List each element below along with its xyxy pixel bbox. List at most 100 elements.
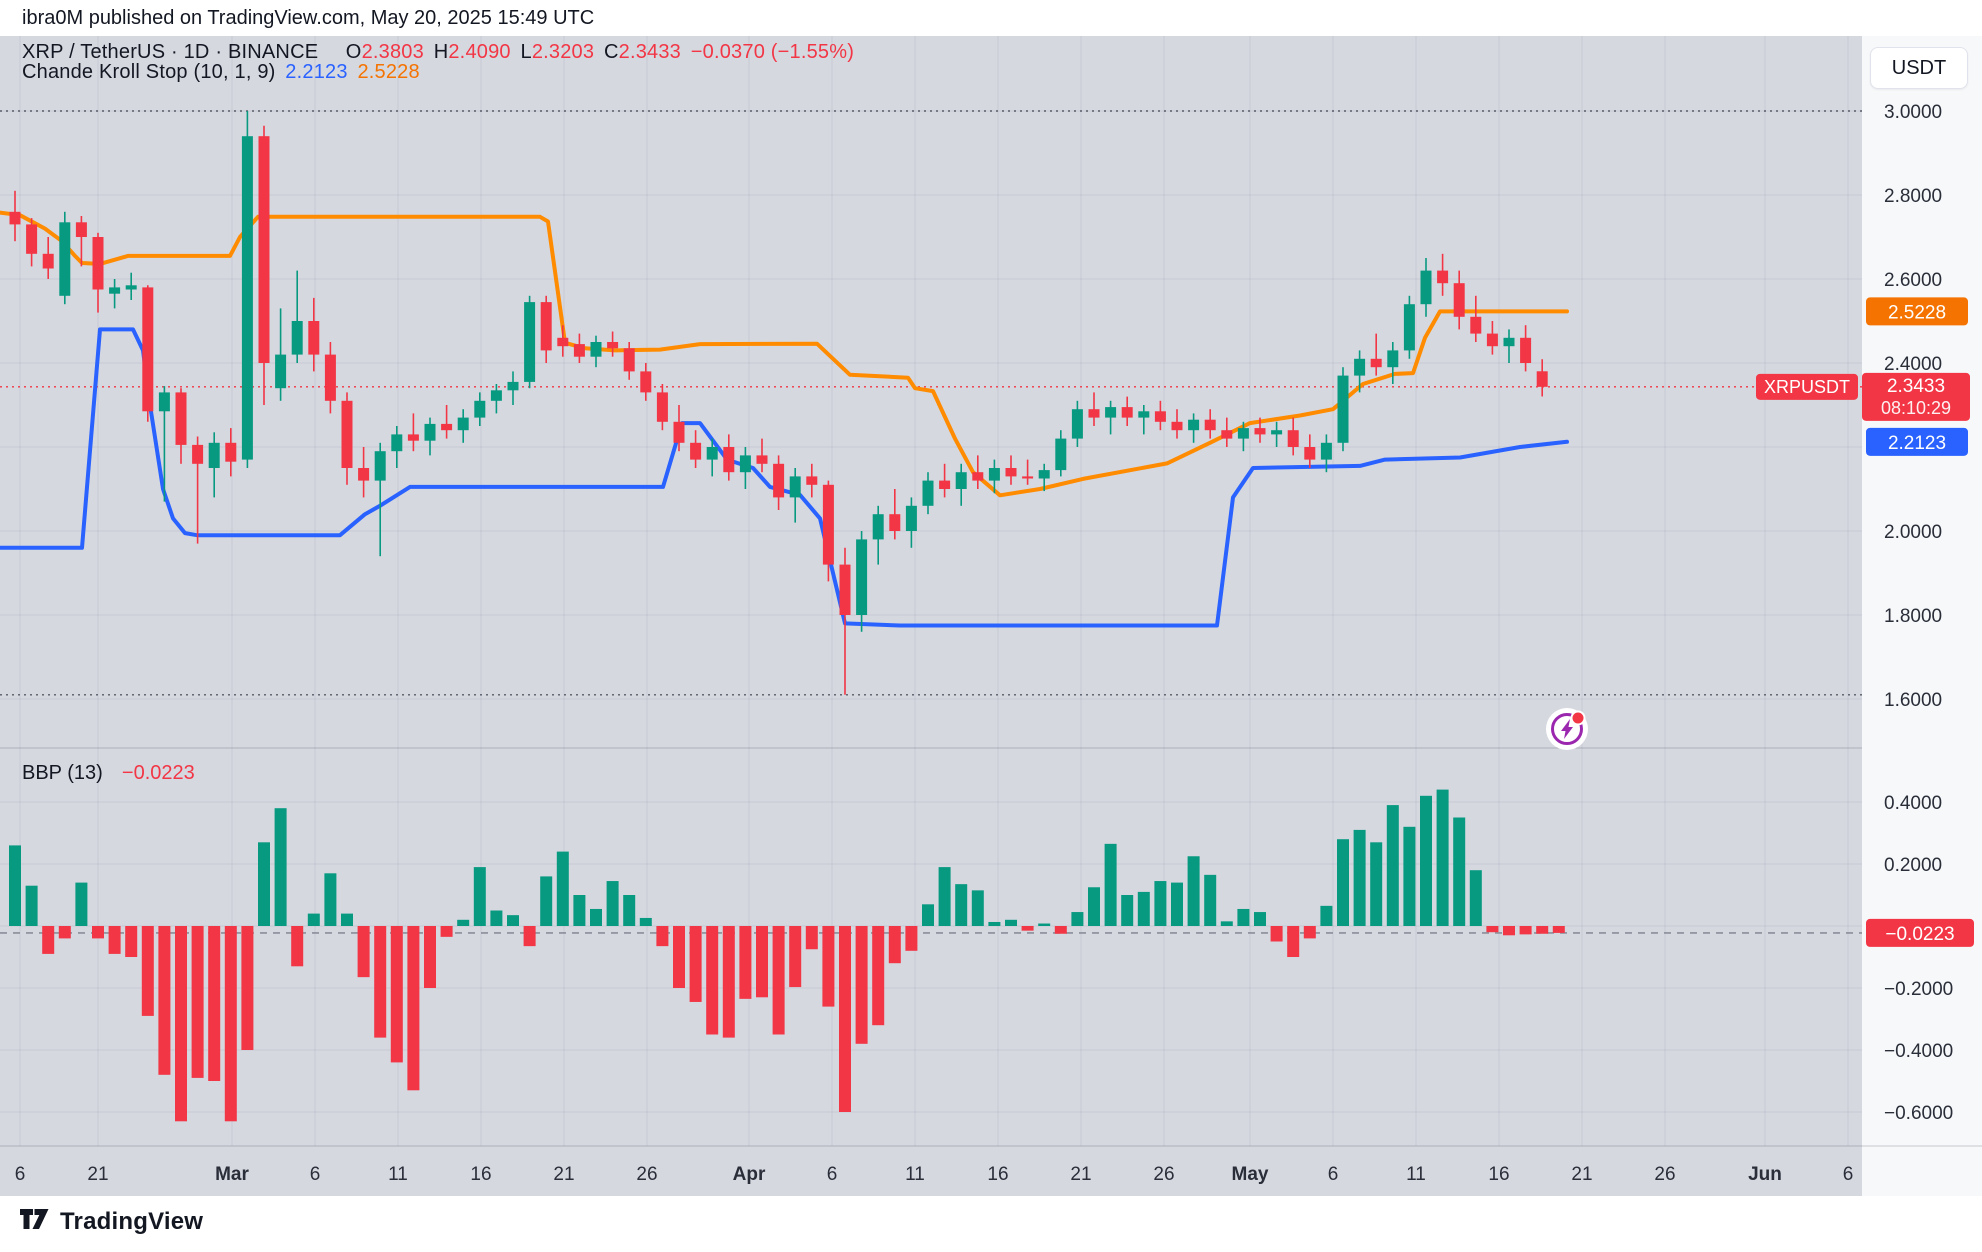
price-axis-column[interactable] (1862, 36, 1982, 1196)
symbol-legend-row[interactable]: XRP / TetherUS · 1D · BINANCE O2.3803 H2… (22, 41, 858, 64)
bbp-bar (473, 867, 486, 926)
bbp-bar (258, 842, 270, 926)
candle-body (623, 348, 635, 372)
candle-body (1370, 358, 1382, 368)
bbp-bar (772, 926, 785, 1035)
bbp-tick-label: −0.4000 (1884, 1041, 1953, 1062)
candle-body (1287, 430, 1299, 447)
time-tick-label: 26 (1654, 1164, 1675, 1185)
bbp-histogram (9, 789, 1565, 1122)
last-price-label (1862, 372, 1970, 421)
close-letter: C (603, 41, 619, 63)
bbp-bar (1320, 905, 1333, 926)
bbp-bar (1071, 912, 1084, 926)
candle-body (922, 480, 934, 506)
candle-body (673, 421, 685, 443)
bbp-bar (938, 867, 951, 926)
cks-orange-price-label (1866, 297, 1968, 326)
bbp-bar (108, 926, 121, 954)
bbp-bar (25, 885, 38, 926)
bbp-bar (1038, 923, 1051, 926)
bbp-bar (1154, 881, 1167, 926)
candle-body (109, 287, 121, 294)
bbp-bar (208, 926, 221, 1081)
candle-body (208, 442, 220, 468)
indicator-legend-row[interactable]: Chande Kroll Stop (10, 1, 9) 2.2123 2.52… (22, 61, 424, 84)
candle-body (839, 564, 851, 615)
open-value: 2.3803 (361, 41, 424, 63)
bbp-bar (9, 845, 21, 926)
candle-body (324, 354, 336, 401)
candle-body (756, 455, 768, 464)
symbol-title: XRP / TetherUS · 1D · BINANCE (22, 41, 319, 63)
candle-body (441, 423, 453, 431)
cks-upper-orange-line (0, 210, 1569, 498)
bbp-bar (888, 926, 901, 964)
bbp-bar (673, 926, 685, 988)
bbp-bar (1486, 926, 1499, 933)
currency-toggle-button[interactable]: USDT (1870, 47, 1968, 89)
price-tick-label: 2.6000 (1884, 270, 1942, 291)
candle-body (75, 222, 87, 237)
time-tick-label: May (1232, 1164, 1269, 1185)
bbp-tick-label: 0.4000 (1884, 793, 1942, 814)
bbp-bar (1303, 926, 1316, 939)
bbp-legend-row[interactable]: BBP (13) −0.0223 (22, 762, 195, 785)
bbp-bar (1237, 908, 1250, 926)
time-axis-labels[interactable]: 6 21 Mar 6 11 16 21 26 Apr 6 11 16 21 26 May 6 11 16 21 26 J… (15, 1164, 1854, 1185)
lightning-reaction-icon[interactable] (1546, 708, 1588, 750)
candle-body (1453, 283, 1465, 317)
indicator-title: Chande Kroll Stop (10, 1, 9) (22, 61, 276, 83)
bar-countdown-text: 08:10:29 (1881, 398, 1951, 418)
time-axis-strip[interactable] (0, 1146, 1862, 1196)
candle-body (258, 136, 270, 363)
cks-orange-price-text: 2.5228 (1888, 302, 1946, 323)
candle-body (1387, 350, 1399, 368)
bbp-bar (1552, 926, 1565, 933)
bbp-bar (540, 876, 553, 926)
candle-body (1154, 411, 1166, 422)
bbp-bar (523, 926, 536, 947)
bbp-bar (440, 926, 453, 937)
candle-body (822, 484, 834, 565)
bbp-bar (1021, 926, 1034, 931)
candle-body (1038, 470, 1050, 479)
candle-body (939, 480, 951, 489)
icon-ring (1551, 713, 1583, 745)
time-tick-label: 21 (87, 1164, 108, 1185)
candle-body (1254, 428, 1266, 435)
bbp-tick-label: −0.2000 (1884, 979, 1953, 1000)
candle-body (1470, 316, 1482, 334)
high-letter: H (433, 41, 449, 63)
bbp-bar (955, 884, 968, 926)
bbp-bar (789, 926, 802, 988)
header-bar: ibra0M published on TradingView.com, May… (0, 0, 1982, 36)
bbp-bar (191, 926, 204, 1078)
symbol-tag-text: XRPUSDT (1764, 377, 1850, 397)
bbp-bar (324, 873, 337, 926)
bbp-bar (374, 926, 387, 1038)
candle-body (690, 442, 702, 460)
bbp-value-text: −0.0223 (1885, 924, 1954, 945)
candle-body (1188, 419, 1200, 431)
bbp-bar (1370, 842, 1383, 926)
candle-body (955, 472, 967, 489)
candle-body (175, 392, 187, 445)
cks-lower-blue-line (0, 327, 1569, 628)
candle-body (972, 472, 984, 481)
candle-body (192, 444, 204, 464)
bbp-bar (1453, 817, 1466, 926)
bbp-bar (390, 926, 403, 1063)
candle-body (1171, 421, 1183, 431)
indicator-orange-value: 2.5228 (357, 61, 420, 83)
price-tick-label: 2.0000 (1884, 522, 1942, 543)
bbp-bar (756, 926, 768, 998)
tradingview-footer[interactable]: TradingView (20, 1208, 203, 1236)
bbp-bar (656, 926, 669, 947)
candle-body (1503, 337, 1515, 347)
indicator-blue-value: 2.2123 (285, 61, 348, 83)
bbp-bar (490, 910, 503, 926)
bbp-bar (639, 917, 652, 926)
candle-body (1437, 270, 1449, 284)
